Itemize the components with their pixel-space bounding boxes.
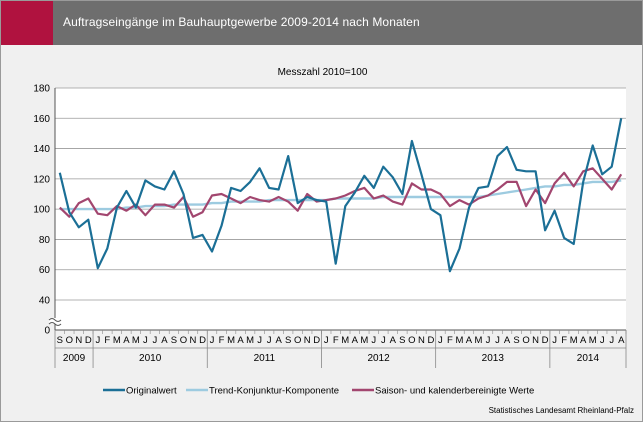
y-tick-label: 80 [39,235,51,246]
x-month-label: J [153,335,158,346]
x-month-label: N [418,335,425,346]
x-month-label: N [304,335,311,346]
y-tick-label: 140 [33,144,50,155]
x-month-label: J [257,335,262,346]
x-month-label: D [199,335,206,346]
x-month-label: F [447,335,453,346]
x-month-label: O [522,335,529,346]
x-month-label: M [113,335,121,346]
brand-accent-block [1,1,53,45]
x-month-label: O [408,335,415,346]
x-month-label: N [190,335,197,346]
x-month-label: D [427,335,434,346]
x-month-label: M [455,335,463,346]
legend-label: Saison- und kalenderbereinigte Werte [375,386,534,397]
x-month-label: J [495,335,500,346]
axis-break-mark [48,322,62,326]
x-month-label: F [219,335,225,346]
y-tick-label: 40 [39,296,51,307]
x-month-label: N [75,335,82,346]
x-month-label: M [475,335,483,346]
y-tick-label: 160 [33,114,50,125]
legend-label: Trend-Konjunktur-Komponente [209,386,339,397]
x-month-label: D [313,335,320,346]
x-month-label: F [104,335,110,346]
x-month-label: J [267,335,272,346]
x-month-label: J [438,335,443,346]
x-year-label: 2014 [577,353,600,364]
y-tick-label: 100 [33,205,50,216]
header-bar: Auftragseingänge im Bauhauptgewerbe 2009… [1,1,642,45]
x-month-label: A [504,335,511,346]
x-month-label: S [285,335,291,346]
chart-subtitle: Messzahl 2010=100 [277,67,368,78]
x-month-label: A [466,335,473,346]
x-month-label: J [552,335,557,346]
x-month-label: O [66,335,73,346]
y-tick-label: 180 [33,84,50,95]
x-month-label: J [143,335,148,346]
x-month-label: M [246,335,254,346]
x-month-label: A [618,335,625,346]
x-month-label: M [589,335,597,346]
x-year-label: 2009 [63,353,86,364]
x-month-label: J [324,335,329,346]
x-month-label: A [275,335,282,346]
legend-label: Originalwert [126,386,177,397]
x-month-label: J [95,335,100,346]
x-month-label: A [161,335,168,346]
y-tick-label: 60 [39,265,51,276]
y-tick-label: 0 [44,326,50,337]
x-month-label: S [399,335,405,346]
x-month-label: D [542,335,549,346]
chart-title: Auftragseingänge im Bauhauptgewerbe 2009… [63,15,420,29]
x-month-label: A [580,335,587,346]
x-month-label: A [237,335,244,346]
x-month-label: J [381,335,386,346]
x-month-label: J [210,335,215,346]
series-line-originalwert [58,118,623,273]
x-month-label: A [390,335,397,346]
x-month-label: M [360,335,368,346]
x-month-label: J [600,335,605,346]
x-month-label: A [352,335,359,346]
x-month-label: M [341,335,349,346]
x-month-label: J [609,335,614,346]
x-month-label: M [570,335,578,346]
x-month-label: S [171,335,177,346]
x-month-label: N [532,335,539,346]
source-note: Statistisches Landesamt Rheinland-Pfalz [488,406,634,415]
x-month-label: A [123,335,130,346]
x-month-label: J [486,335,491,346]
series-line-saison [59,167,623,218]
x-month-label: F [333,335,339,346]
x-year-label: 2013 [482,353,505,364]
x-month-label: O [180,335,187,346]
x-year-label: 2012 [367,353,390,364]
x-month-label: S [513,335,519,346]
x-month-label: J [371,335,376,346]
x-year-label: 2011 [254,353,276,364]
x-month-label: M [227,335,235,346]
x-month-label: F [561,335,567,346]
x-year-label: 2010 [139,353,162,364]
axis-break-mark [48,318,62,322]
x-month-label: O [294,335,301,346]
x-month-label: D [85,335,92,346]
x-month-label: S [57,335,63,346]
x-month-label: M [132,335,140,346]
y-tick-label: 120 [33,174,50,185]
axis-break-gap [49,318,61,324]
